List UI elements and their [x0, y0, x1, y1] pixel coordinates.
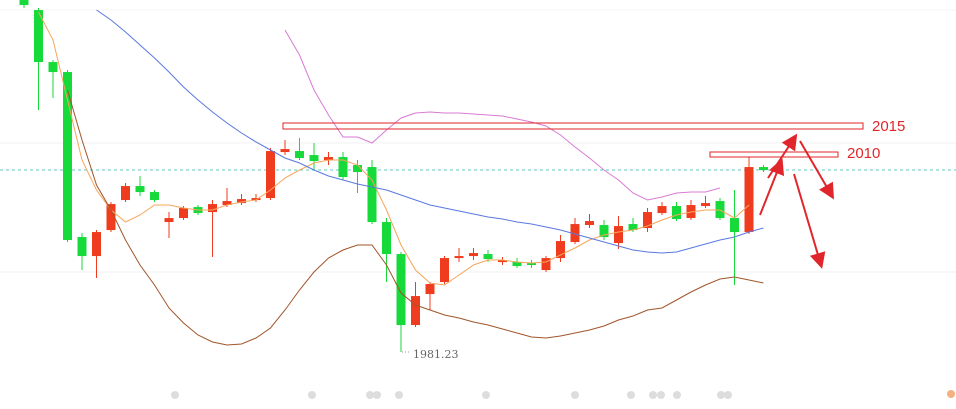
candle-body	[512, 262, 522, 267]
candle-body	[295, 151, 304, 159]
candle-body	[585, 221, 594, 226]
icon	[947, 390, 955, 398]
icon	[717, 391, 725, 399]
candle-body	[643, 212, 652, 229]
candle-body	[396, 254, 406, 326]
candle-body	[730, 218, 739, 233]
ma-line	[284, 29, 721, 201]
candle-body	[251, 198, 261, 201]
candle-body	[425, 284, 435, 295]
low-label: 1981.23	[413, 348, 459, 361]
candle-body	[454, 256, 464, 259]
icon	[308, 391, 316, 399]
candle-body	[599, 225, 609, 238]
arrow	[759, 158, 785, 216]
candle-body	[77, 237, 87, 257]
annotation: 2010	[847, 145, 880, 162]
candle-body	[744, 167, 754, 233]
arrows	[759, 133, 835, 269]
candle-body	[19, 0, 29, 6]
level-box	[282, 122, 864, 130]
ma-line	[38, 11, 750, 286]
candle-body	[237, 199, 246, 204]
plot	[0, 0, 956, 352]
icon	[724, 391, 732, 399]
candle-body	[628, 224, 638, 231]
candle-body	[483, 254, 493, 260]
candle-body	[614, 226, 623, 244]
candle-body	[498, 260, 507, 263]
icon	[395, 391, 403, 399]
x-axis-icons	[171, 390, 955, 399]
candle-body	[179, 208, 188, 219]
candle-body	[556, 241, 565, 259]
candle-body	[338, 157, 348, 178]
candle-body	[164, 218, 174, 223]
candle-body	[266, 151, 275, 199]
icon	[673, 391, 681, 399]
icon	[482, 391, 490, 399]
candle-body	[48, 62, 58, 73]
icon	[627, 391, 635, 399]
candle-body	[672, 206, 681, 220]
ma-line	[67, 89, 764, 346]
candle-body	[353, 165, 362, 173]
candle-body	[135, 186, 145, 193]
candle-body	[570, 224, 580, 243]
candle-body	[411, 296, 420, 326]
candle-body	[34, 10, 43, 63]
candle-body	[222, 201, 232, 206]
level-box	[709, 151, 839, 158]
candle-body	[440, 258, 449, 283]
candle-body	[527, 263, 536, 266]
candle-body	[309, 155, 319, 162]
ma-line	[96, 9, 764, 254]
candle-body	[541, 258, 551, 271]
candle-body	[63, 72, 72, 241]
candle-body	[367, 167, 377, 223]
icon	[373, 391, 381, 399]
candle-body	[701, 203, 710, 207]
candle-body	[106, 204, 116, 231]
icon	[171, 391, 179, 399]
candle-body	[382, 222, 391, 255]
arrow	[793, 173, 826, 269]
arrow	[799, 140, 835, 200]
candle-body	[280, 149, 290, 153]
icon	[366, 391, 374, 399]
candle-body	[208, 204, 217, 213]
candle-body	[92, 232, 101, 257]
arrow	[767, 133, 798, 179]
candle-body	[759, 167, 768, 171]
icon	[571, 391, 579, 399]
candle-body	[121, 186, 130, 201]
icon	[657, 391, 665, 399]
icon	[649, 391, 657, 399]
candle-body	[657, 206, 667, 214]
candle-body	[324, 157, 333, 161]
candle-body	[150, 192, 159, 201]
annotation: 2015	[872, 118, 905, 135]
candle-body	[469, 253, 478, 257]
